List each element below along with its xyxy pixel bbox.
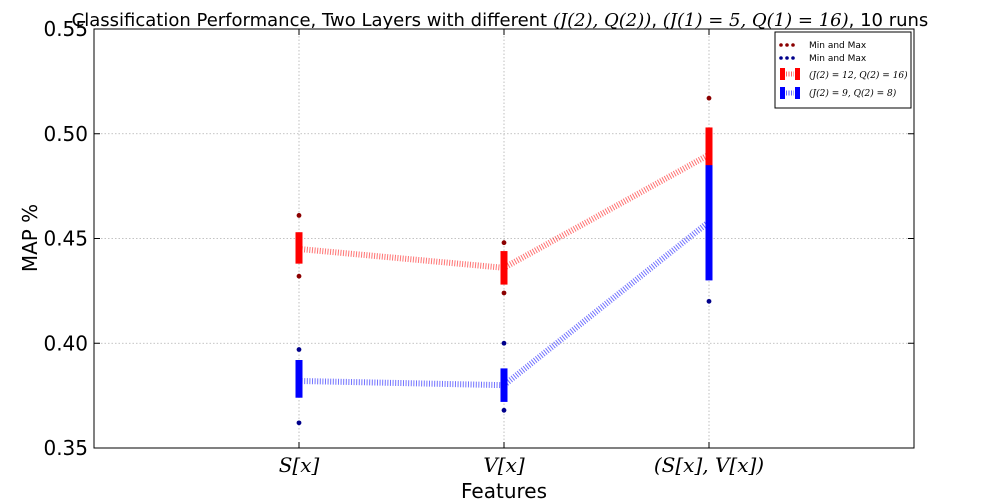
x-axis-label: Features — [461, 479, 547, 503]
legend-item-minmax-blue: Min and Max — [779, 54, 867, 64]
y-tick-label: 0.55 — [43, 17, 88, 41]
chart-title-sep: , — [651, 10, 662, 31]
legend-minmax-dot — [785, 56, 789, 60]
legend-label: (J(2) = 9, Q(2) = 8) — [809, 88, 897, 99]
legend-label: (J(2) = 12, Q(2) = 16) — [809, 70, 908, 81]
legend-minmax-dot — [785, 43, 789, 47]
error-bar — [705, 165, 713, 281]
legend-minmax-dot — [779, 56, 783, 60]
x-tick-label: S[x] — [279, 453, 320, 477]
min-point — [501, 407, 507, 413]
legend-series-bar — [780, 68, 785, 80]
legend-series-bar — [795, 87, 800, 99]
x-tick-label: (S[x], V[x]) — [654, 453, 764, 477]
min-point — [706, 298, 712, 304]
error-bar — [500, 251, 508, 285]
y-tick-label: 0.40 — [43, 331, 88, 355]
y-axis-label: MAP % — [18, 204, 42, 272]
x-tick-label: V[x] — [483, 453, 525, 477]
error-bar — [295, 232, 303, 264]
max-point — [501, 340, 507, 346]
y-tick-label: 0.45 — [43, 227, 88, 251]
legend-item-minmax-red: Min and Max — [779, 41, 867, 51]
error-bar — [295, 360, 303, 398]
legend-series-bar — [795, 68, 800, 80]
series-layer — [295, 95, 713, 426]
series-mean-line — [298, 219, 711, 389]
chart-title: Classification Performance, Two Layers w… — [72, 10, 929, 31]
series-0 — [295, 95, 713, 296]
legend-label: Min and Max — [809, 41, 867, 51]
chart-title-math2: (J(1) = 5, Q(1) = 16) — [663, 10, 849, 31]
min-point — [501, 290, 507, 296]
legend: Min and Max Min and Max (J(2) = 12, Q(2)… — [774, 31, 912, 109]
legend-series-bar — [780, 87, 785, 99]
max-point — [296, 347, 302, 352]
max-point — [296, 213, 302, 218]
max-point — [706, 95, 712, 101]
min-point — [296, 420, 302, 426]
y-tick-label: 0.35 — [43, 436, 88, 460]
error-bar — [500, 368, 508, 402]
y-tick-label: 0.50 — [43, 122, 88, 146]
legend-minmax-dot — [791, 43, 795, 47]
legend-minmax-dot — [779, 43, 783, 47]
max-point — [501, 240, 507, 246]
chart-title-prefix: Classification Performance, Two Layers w… — [72, 10, 553, 31]
legend-item-series-red: (J(2) = 12, Q(2) = 16) — [780, 68, 908, 81]
error-bar — [705, 127, 713, 180]
legend-minmax-dot — [791, 56, 795, 60]
chart-title-suffix: , 10 runs — [849, 10, 929, 31]
chart-title-math1: (J(2), Q(2)) — [553, 10, 651, 31]
tick-layer: 0.35 0.40 0.45 0.50 0.55 S[x] V[x] (S[x], V[x]) — [43, 17, 914, 477]
series-1 — [295, 165, 713, 426]
legend-label: Min and Max — [809, 54, 867, 64]
legend-item-series-blue: (J(2) = 9, Q(2) = 8) — [780, 87, 897, 99]
min-point — [296, 273, 302, 279]
